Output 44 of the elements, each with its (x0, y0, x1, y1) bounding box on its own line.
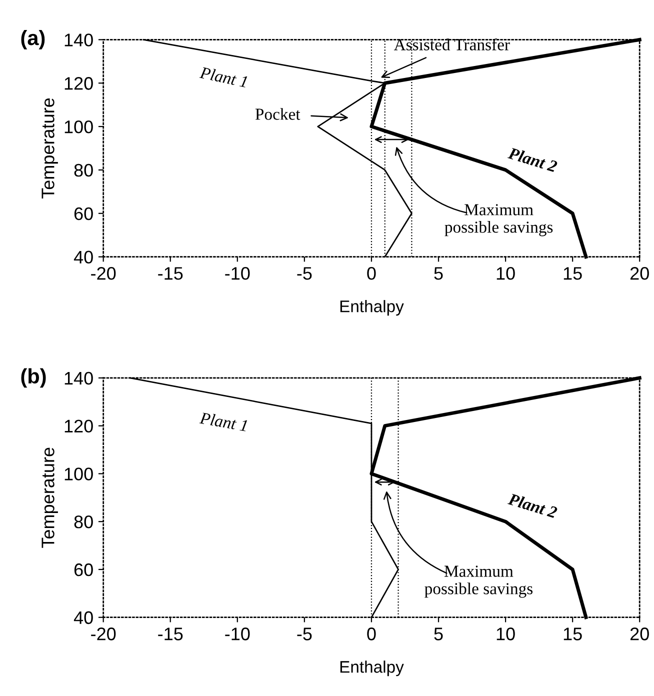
y-tick-label: 40 (74, 611, 93, 624)
y-tick-label: 120 (64, 420, 93, 433)
x-tick-label: -15 (158, 628, 183, 640)
y-tick-label: 140 (64, 372, 93, 385)
x-tick-label: -5 (297, 628, 312, 640)
x-tick-label: 15 (564, 267, 582, 280)
x-tick-label: -10 (225, 628, 250, 640)
y-tick-label: 100 (64, 468, 93, 480)
y-tick-label: 140 (64, 34, 93, 46)
annotation: Maximum possible savings (444, 204, 553, 236)
x-tick-label: 0 (367, 267, 376, 280)
annotation: Pocket (255, 108, 300, 120)
y-axis-title: Temperature (42, 98, 58, 199)
x-tick-label: 20 (630, 267, 649, 280)
x-tick-label: -10 (225, 267, 250, 280)
y-tick-label: 40 (74, 250, 93, 264)
y-tick-label: 60 (74, 207, 93, 220)
chart-title: (b) (21, 368, 46, 388)
x-axis-title: Enthalpy (340, 660, 404, 676)
y-tick-label: 80 (74, 164, 93, 177)
x-tick-label: 5 (434, 267, 443, 280)
x-tick-label: -15 (158, 267, 183, 280)
x-tick-label: -20 (91, 267, 116, 280)
x-tick-label: -5 (297, 267, 312, 280)
chart-title: (a) (21, 30, 45, 50)
x-tick-label: -20 (91, 628, 116, 640)
x-tick-label: 5 (434, 628, 443, 640)
y-tick-label: 80 (74, 516, 93, 528)
text: Plant 2 (507, 146, 558, 172)
x-tick-label: 20 (630, 628, 649, 640)
y-tick-label: 120 (64, 77, 93, 90)
y-tick-label: 60 (74, 563, 93, 576)
annotation: Assisted Transfer (394, 38, 510, 50)
annotation: Maximum possible savings (424, 566, 533, 598)
x-tick-label: 10 (496, 267, 515, 280)
text: Plant 2 (507, 492, 558, 518)
text: Plant 1 (199, 412, 248, 432)
x-tick-label: 0 (367, 628, 376, 640)
text: Plant 1 (199, 66, 248, 88)
x-tick-label: 15 (564, 628, 582, 640)
x-tick-label: 10 (496, 628, 515, 640)
y-tick-label: 100 (64, 120, 93, 134)
x-axis-title: Enthalpy (340, 300, 404, 316)
y-axis-title: Temperature (42, 448, 58, 548)
